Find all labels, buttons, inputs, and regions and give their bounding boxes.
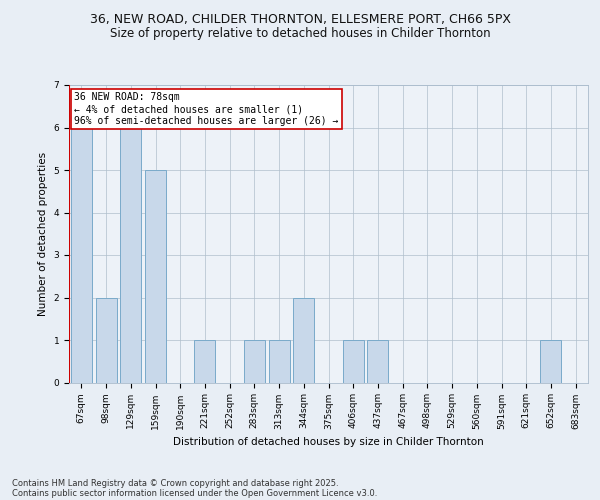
- Bar: [293, 298, 314, 382]
- Text: Contains public sector information licensed under the Open Government Licence v3: Contains public sector information licen…: [12, 488, 377, 498]
- Y-axis label: Number of detached properties: Number of detached properties: [38, 152, 48, 316]
- Bar: [269, 340, 290, 382]
- Bar: [343, 340, 364, 382]
- X-axis label: Distribution of detached houses by size in Childer Thornton: Distribution of detached houses by size …: [173, 437, 484, 447]
- Bar: [145, 170, 166, 382]
- Text: 36, NEW ROAD, CHILDER THORNTON, ELLESMERE PORT, CH66 5PX: 36, NEW ROAD, CHILDER THORNTON, ELLESMER…: [89, 12, 511, 26]
- Text: 36 NEW ROAD: 78sqm
← 4% of detached houses are smaller (1)
96% of semi-detached : 36 NEW ROAD: 78sqm ← 4% of detached hous…: [74, 92, 338, 126]
- Bar: [194, 340, 215, 382]
- Bar: [71, 128, 92, 382]
- Bar: [367, 340, 388, 382]
- Bar: [95, 298, 116, 382]
- Bar: [541, 340, 562, 382]
- Text: Size of property relative to detached houses in Childer Thornton: Size of property relative to detached ho…: [110, 28, 490, 40]
- Text: Contains HM Land Registry data © Crown copyright and database right 2025.: Contains HM Land Registry data © Crown c…: [12, 478, 338, 488]
- Bar: [244, 340, 265, 382]
- Bar: [120, 128, 141, 382]
